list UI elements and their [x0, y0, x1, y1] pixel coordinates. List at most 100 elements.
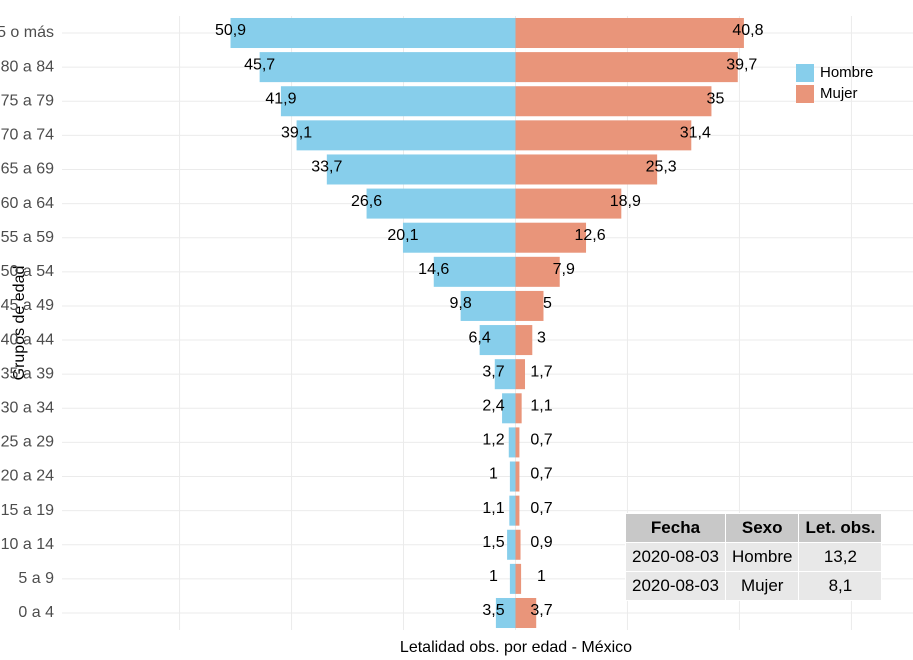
table-row: 2020-08-03 Hombre 13,2 — [625, 542, 883, 572]
bar — [515, 461, 520, 492]
bar — [515, 495, 520, 526]
legend-swatch — [796, 64, 814, 82]
table-cell: 2020-08-03 — [625, 571, 726, 601]
value-label: 40,8 — [732, 22, 763, 39]
value-label: 1,2 — [482, 432, 504, 449]
value-label: 14,6 — [418, 261, 449, 278]
value-label: 1 — [537, 568, 546, 585]
value-label: 26,6 — [351, 193, 382, 210]
bar — [515, 325, 533, 356]
value-label: 39,1 — [281, 125, 312, 142]
bar — [515, 393, 522, 424]
table-cell: Mujer — [724, 571, 800, 601]
y-tick-label: 40 a 44 — [1, 331, 54, 348]
value-label: 41,9 — [265, 90, 296, 107]
y-tick-label: 75 a 79 — [1, 92, 54, 109]
value-label: 12,6 — [574, 227, 605, 244]
bar — [515, 290, 544, 321]
bar — [515, 597, 537, 629]
value-label: 3 — [537, 329, 546, 346]
bar — [509, 461, 516, 492]
bar — [460, 290, 516, 321]
value-label: 2,4 — [482, 398, 504, 415]
table-cell: 2020-08-03 — [625, 542, 726, 572]
y-tick-label: 20 a 24 — [1, 468, 54, 485]
y-tick-label: 55 a 59 — [1, 229, 54, 246]
y-tick-label: 0 a 4 — [18, 604, 54, 621]
value-label: 9,8 — [450, 295, 472, 312]
bar — [502, 393, 516, 424]
y-tick-label: 10 a 14 — [1, 536, 54, 553]
bar — [402, 222, 516, 253]
legend-swatch — [796, 85, 814, 103]
value-label: 0,7 — [530, 466, 552, 483]
y-tick-label: 60 a 64 — [1, 195, 54, 212]
value-label: 3,7 — [482, 363, 504, 380]
bar — [515, 256, 560, 287]
y-axis-label: Grupos de edad — [11, 266, 28, 381]
bar — [515, 427, 520, 458]
value-label: 1,1 — [482, 500, 504, 517]
value-label: 39,7 — [726, 56, 757, 73]
value-label: 35 — [707, 90, 725, 107]
bar — [280, 86, 516, 117]
y-tick-label: 50 a 54 — [1, 263, 54, 280]
bar — [515, 222, 587, 253]
y-tick-label: 45 a 49 — [1, 297, 54, 314]
bar — [326, 154, 516, 185]
value-label: 31,4 — [680, 125, 711, 142]
bar — [515, 529, 521, 560]
y-tick-label: 30 a 34 — [1, 400, 54, 417]
bar — [479, 325, 516, 356]
bar — [515, 154, 658, 185]
value-label: 3,7 — [530, 602, 552, 619]
value-label: 1 — [489, 568, 498, 585]
value-label: 1,5 — [482, 534, 504, 551]
y-tick-label: 35 a 39 — [1, 365, 54, 382]
legend-label: Hombre — [820, 64, 873, 81]
value-label: 20,1 — [387, 227, 418, 244]
table-cell: Fecha — [625, 513, 726, 543]
value-label: 7,9 — [553, 261, 575, 278]
y-tick-label: 70 a 74 — [1, 127, 54, 144]
value-label: 0,9 — [530, 534, 552, 551]
bar — [507, 529, 516, 560]
table-row: Fecha Sexo Let. obs. — [625, 513, 883, 543]
bar — [509, 495, 516, 526]
table-cell: Let. obs. — [798, 513, 883, 543]
bar — [230, 17, 516, 49]
bar — [515, 563, 522, 594]
bar — [495, 597, 516, 629]
value-label: 33,7 — [311, 159, 342, 176]
bar — [515, 188, 622, 219]
table-row: 2020-08-03 Mujer 8,1 — [625, 571, 883, 601]
bar — [515, 52, 738, 83]
bar — [433, 256, 516, 287]
table-cell: 8,1 — [798, 571, 883, 601]
y-tick-label: 25 a 29 — [1, 434, 54, 451]
value-label: 0,7 — [530, 500, 552, 517]
value-label: 50,9 — [215, 22, 246, 39]
y-tick-label: 65 a 69 — [1, 161, 54, 178]
bar — [515, 120, 692, 151]
y-tick-label: 85 o más — [0, 24, 54, 41]
value-label: 3,5 — [482, 602, 504, 619]
value-label: 6,4 — [469, 329, 491, 346]
table-cell: Hombre — [724, 542, 800, 572]
bar — [515, 359, 526, 390]
bar — [515, 17, 744, 49]
table: Fecha Sexo Let. obs. 2020-08-03 Hombre 13,2 20… — [625, 513, 883, 601]
value-label: 1 — [489, 466, 498, 483]
x-axis-label: Letalidad obs. por edad - México — [400, 639, 632, 656]
value-label: 1,7 — [530, 363, 552, 380]
value-label: 18,9 — [610, 193, 641, 210]
y-tick-label: 5 a 9 — [18, 570, 54, 587]
table-cell: Sexo — [724, 513, 800, 543]
value-label: 5 — [543, 295, 552, 312]
bar — [296, 120, 516, 151]
bar — [366, 188, 516, 219]
value-label: 0,7 — [530, 432, 552, 449]
table-cell: 13,2 — [798, 542, 883, 572]
